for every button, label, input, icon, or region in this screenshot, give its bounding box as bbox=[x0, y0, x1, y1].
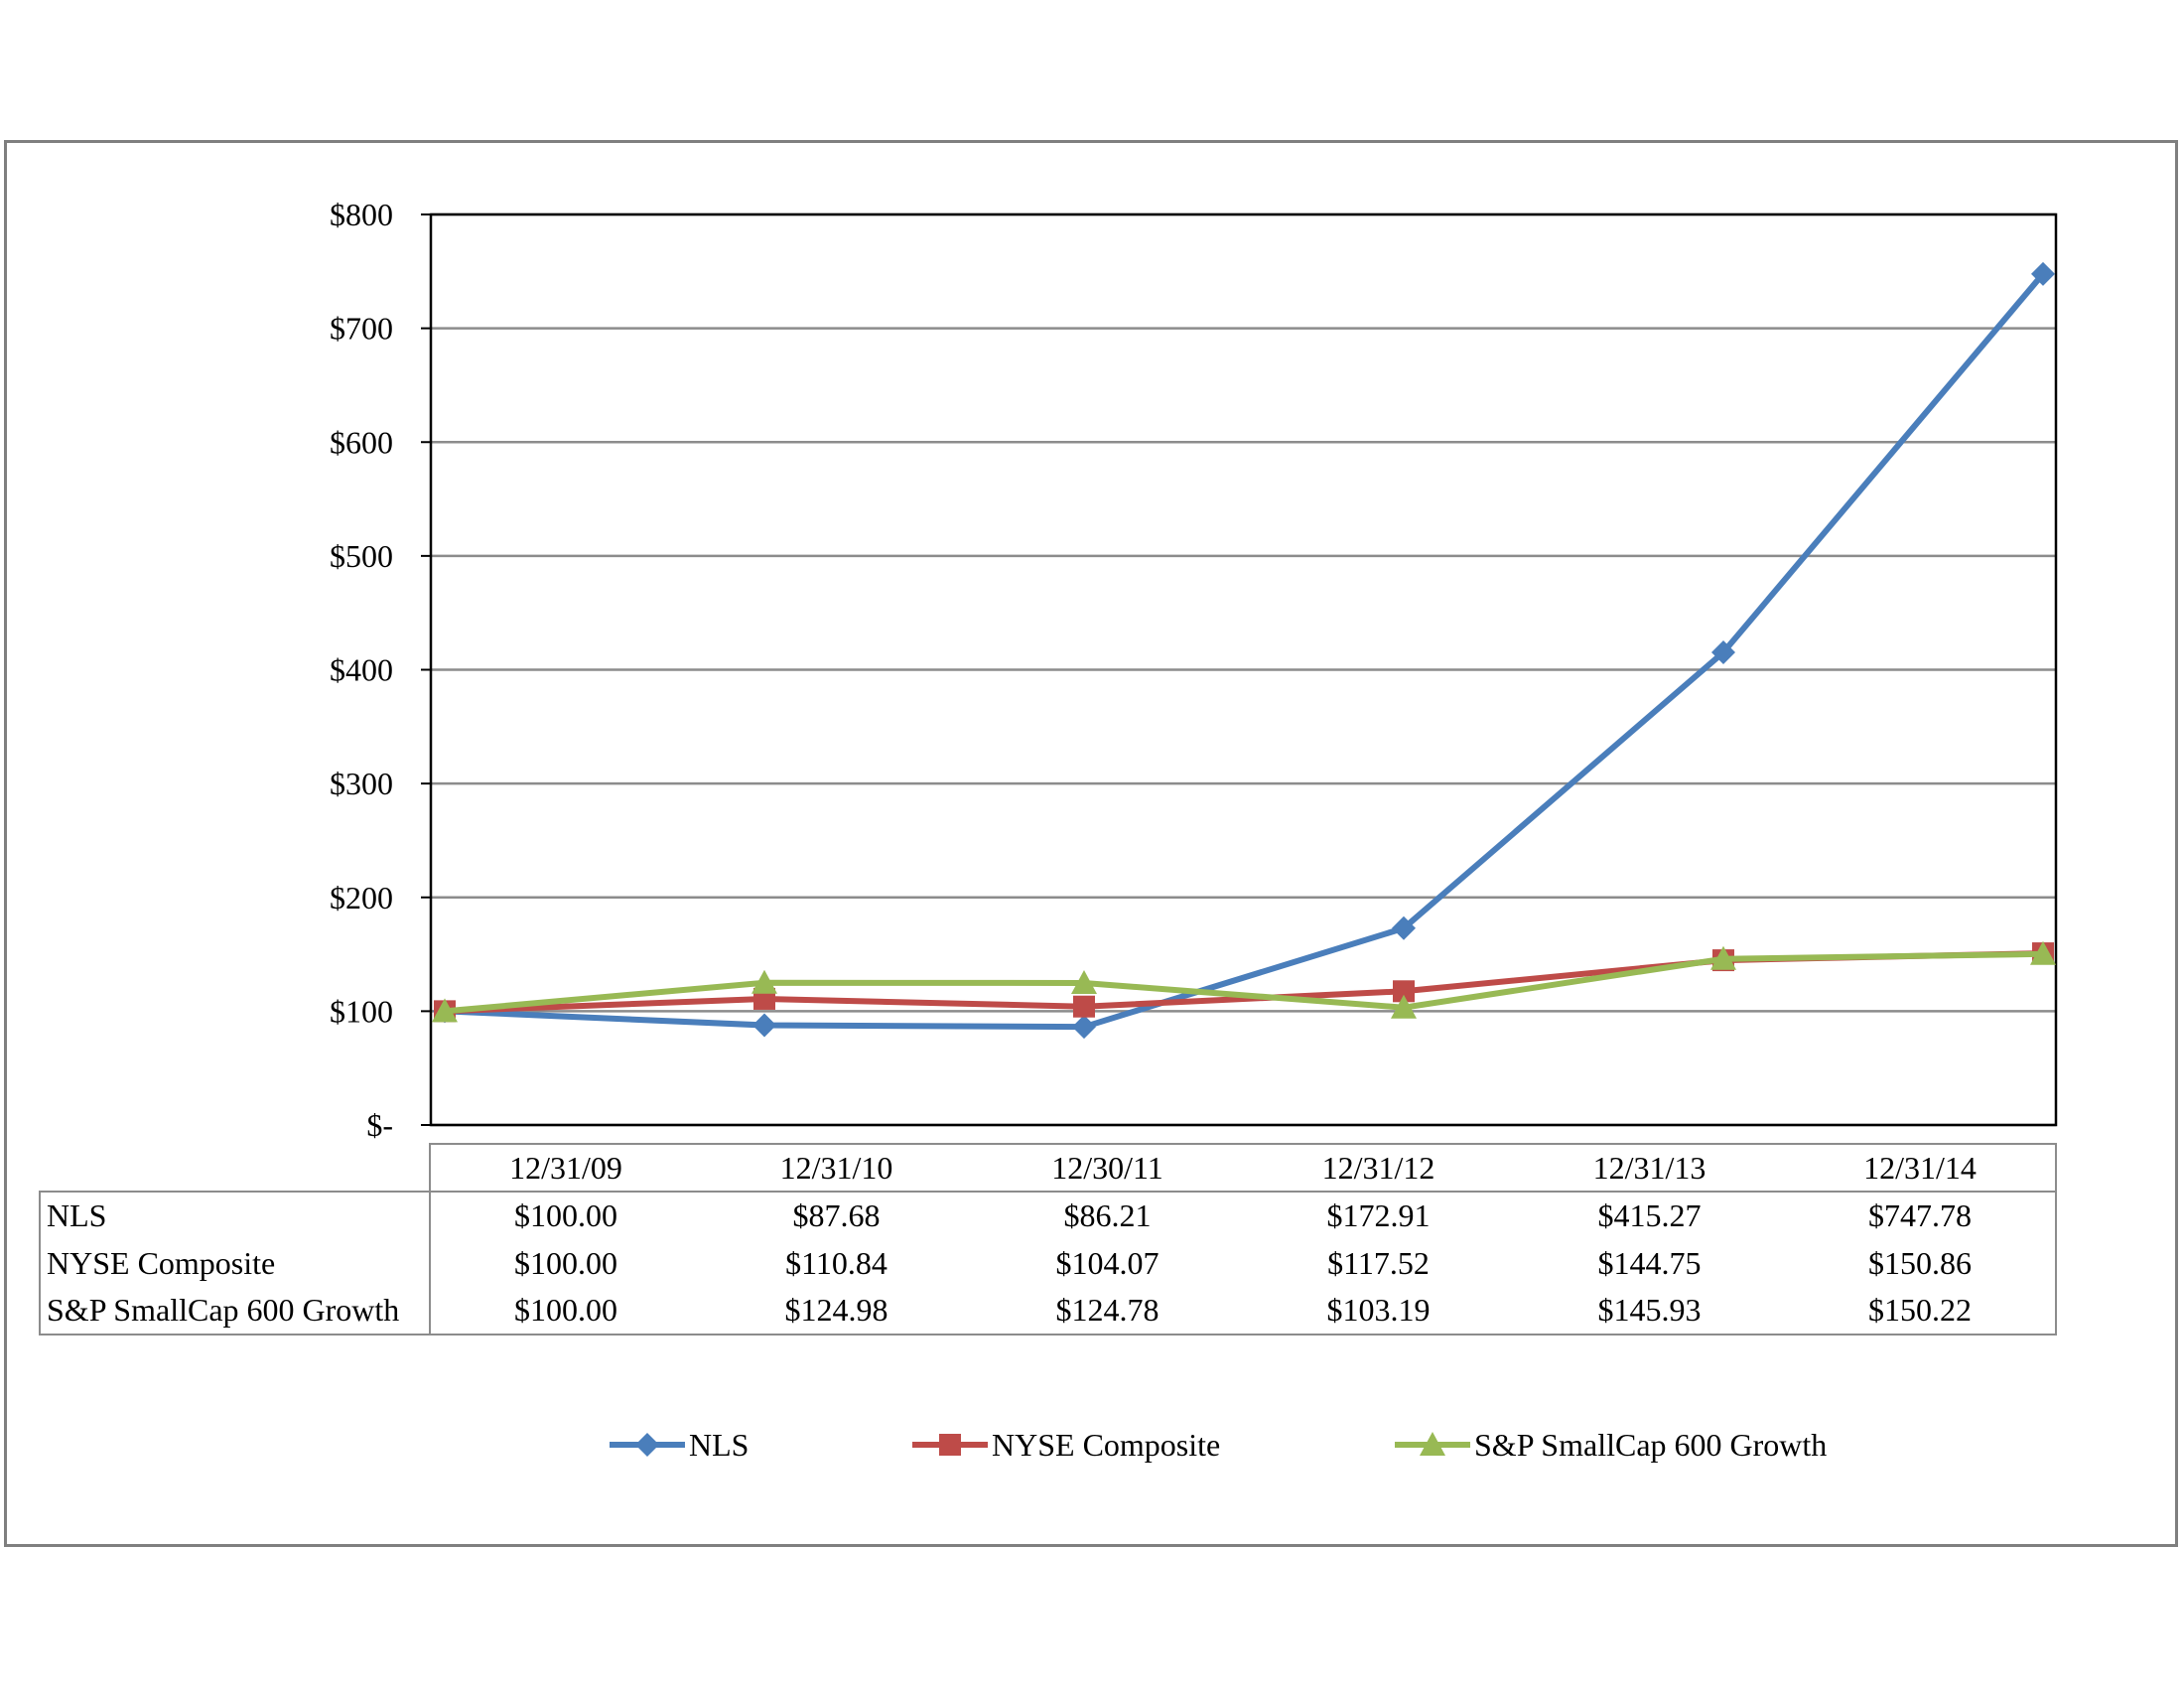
data-point-marker bbox=[1071, 969, 1097, 994]
series-line bbox=[444, 950, 2044, 1015]
table-cell: $124.78 bbox=[972, 1287, 1243, 1336]
table-header-cell: 12/30/11 bbox=[972, 1143, 1243, 1193]
y-tick-label: $500 bbox=[330, 538, 393, 574]
table-cell: $86.21 bbox=[1063, 1197, 1152, 1233]
data-point-marker bbox=[1710, 945, 1736, 970]
table-cell: $117.52 bbox=[1327, 1244, 1430, 1281]
table-cell: $747.78 bbox=[1785, 1192, 2057, 1239]
table-row-label: NYSE Composite bbox=[39, 1239, 431, 1287]
legend-swatch-triangle-icon bbox=[1395, 1432, 1470, 1456]
legend-swatch-square-icon bbox=[912, 1434, 988, 1456]
series-lines bbox=[432, 261, 2056, 1040]
table-header-cell: 12/31/14 bbox=[1785, 1143, 2057, 1193]
data-point-marker bbox=[1711, 639, 1735, 664]
data-point-marker bbox=[1393, 980, 1415, 1003]
table-cell: $110.84 bbox=[785, 1244, 887, 1281]
data-point-marker bbox=[1072, 1015, 1096, 1040]
table-cell: $104.07 bbox=[1055, 1244, 1160, 1281]
table-cell: $103.19 bbox=[1243, 1287, 1514, 1336]
table-row: NLS $100.00 $87.68 $86.21 $172.91 $415.2… bbox=[39, 1192, 2057, 1239]
table-header-row: 12/31/09 12/31/10 12/30/11 12/31/12 12/3… bbox=[40, 1143, 2057, 1193]
table-cell: $100.00 bbox=[514, 1244, 617, 1281]
series-line bbox=[444, 950, 2044, 1015]
y-tick-label: $800 bbox=[330, 197, 393, 232]
series-line bbox=[444, 271, 2046, 1031]
table-cell: $100.00 bbox=[430, 1287, 701, 1336]
table-header-cell: 12/31/12 bbox=[1243, 1143, 1514, 1193]
data-point-marker bbox=[1391, 994, 1417, 1019]
data-point-marker bbox=[752, 1013, 776, 1038]
table-row-label: NLS bbox=[39, 1192, 431, 1239]
table-header-cell: 12/31/13 bbox=[1514, 1143, 1785, 1193]
table-corner-cell bbox=[40, 1144, 431, 1193]
table-header-cell: 12/31/10 bbox=[701, 1143, 972, 1193]
table-cell: $87.68 bbox=[792, 1197, 881, 1233]
legend-label: NLS bbox=[689, 1426, 750, 1463]
y-tick-label: $700 bbox=[330, 311, 393, 347]
data-table: 12/31/09 12/31/10 12/30/11 12/31/12 12/3… bbox=[39, 1143, 2057, 1336]
data-point-marker bbox=[751, 969, 777, 994]
table-row: NYSE Composite $100.00 $110.84 $104.07 $… bbox=[39, 1239, 2057, 1287]
table-cell: $150.22 bbox=[1785, 1287, 2057, 1336]
series-s-p-smallcap-600-growth bbox=[432, 940, 2056, 1023]
plot-area-border bbox=[429, 212, 2058, 1127]
y-tick-label: $300 bbox=[330, 766, 393, 801]
table-cell: $144.75 bbox=[1597, 1244, 1702, 1281]
data-point-marker bbox=[2030, 940, 2056, 965]
table-cell: $172.91 bbox=[1326, 1197, 1431, 1233]
y-tick-label: $600 bbox=[330, 424, 393, 460]
y-tick-label: $200 bbox=[330, 880, 393, 915]
y-tick-label: $400 bbox=[330, 652, 393, 688]
y-tick-label: $100 bbox=[330, 993, 393, 1029]
data-point-marker bbox=[1392, 915, 1416, 940]
legend-swatch-diamond-icon bbox=[610, 1433, 685, 1457]
gridlines bbox=[421, 212, 2056, 1127]
legend-label: NYSE Composite bbox=[992, 1426, 1221, 1463]
legend: NLS NYSE Composite S&P SmallCap 600 Grow… bbox=[0, 1420, 2184, 1470]
table-row: S&P SmallCap 600 Growth $100.00 $124.98 … bbox=[39, 1287, 2057, 1336]
legend-item-sp-smallcap: S&P SmallCap 600 Growth bbox=[1393, 1420, 1827, 1470]
data-point-marker bbox=[2031, 261, 2055, 286]
y-tick-label: $- bbox=[366, 1107, 393, 1143]
legend-label: S&P SmallCap 600 Growth bbox=[1474, 1426, 1828, 1463]
y-axis-tick-labels: $- $100 $200 $300 $400 $500 $600 $700 $800 bbox=[330, 197, 393, 1143]
table-cell: $150.86 bbox=[1785, 1239, 2057, 1287]
table-cell: $124.98 bbox=[701, 1287, 972, 1336]
table-cell: $415.27 bbox=[1597, 1197, 1702, 1233]
table-cell: $100.00 bbox=[514, 1197, 617, 1233]
legend-item-nls: NLS bbox=[608, 1420, 749, 1470]
table-row-label: S&P SmallCap 600 Growth bbox=[39, 1287, 431, 1336]
series-nls bbox=[433, 261, 2055, 1040]
table-header-cell: 12/31/09 bbox=[429, 1143, 701, 1193]
legend-item-nyse-composite: NYSE Composite bbox=[910, 1420, 1220, 1470]
data-point-marker bbox=[1073, 995, 1095, 1018]
table-cell: $145.93 bbox=[1514, 1287, 1785, 1336]
data-point-marker bbox=[432, 998, 458, 1023]
